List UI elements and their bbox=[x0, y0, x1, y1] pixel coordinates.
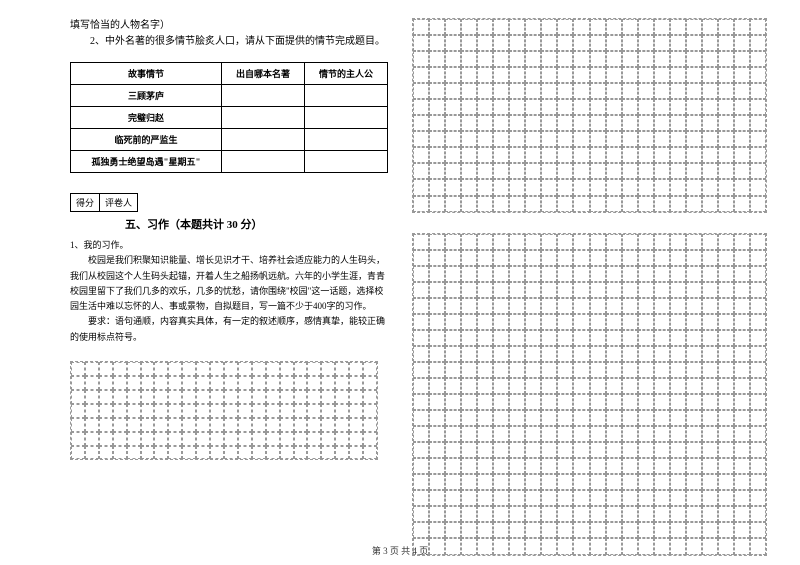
table-cell: 临死前的严监生 bbox=[71, 129, 222, 151]
intro-line-1: 填写恰当的人物名字） bbox=[70, 18, 388, 34]
section-5-para2: 要求：语句通顺，内容真实具体，有一定的叙述顺序，感情真挚，能较正确的使用标点符号… bbox=[70, 314, 388, 345]
table-row: 完璧归赵 bbox=[71, 107, 388, 129]
table-row: 孤独勇士绝望岛遇"星期五" bbox=[71, 151, 388, 173]
table-cell: 三顾茅庐 bbox=[71, 85, 222, 107]
table-header-row: 故事情节 出自哪本名著 情节的主人公 bbox=[71, 63, 388, 85]
table-header-3: 情节的主人公 bbox=[305, 63, 388, 85]
table-header-2: 出自哪本名著 bbox=[222, 63, 305, 85]
table-cell bbox=[305, 107, 388, 129]
score-box: 得分 评卷人 bbox=[70, 193, 388, 212]
table-cell bbox=[305, 129, 388, 151]
table-cell: 完璧归赵 bbox=[71, 107, 222, 129]
table-cell bbox=[305, 85, 388, 107]
section-5-item1: 1、我的习作。 bbox=[70, 238, 388, 253]
grader-label: 评卷人 bbox=[100, 193, 138, 212]
writing-grid-left bbox=[70, 361, 378, 460]
intro-line-2: 2、中外名著的很多情节脍炙人口，请从下面提供的情节完成题目。 bbox=[70, 34, 388, 50]
table-cell bbox=[222, 151, 305, 173]
table-cell bbox=[305, 151, 388, 173]
table-header-1: 故事情节 bbox=[71, 63, 222, 85]
table-cell bbox=[222, 107, 305, 129]
writing-grid-right-2 bbox=[412, 233, 767, 556]
table-cell bbox=[222, 85, 305, 107]
page-number: 第 3 页 共 4 页 bbox=[372, 544, 428, 557]
table-cell: 孤独勇士绝望岛遇"星期五" bbox=[71, 151, 222, 173]
section-5-para1: 校园是我们积聚知识能量、增长见识才干、培养社会适应能力的人生码头，我们从校园这个… bbox=[70, 253, 388, 314]
score-label: 得分 bbox=[70, 193, 100, 212]
writing-grid-right-1 bbox=[412, 18, 767, 213]
table-row: 临死前的严监生 bbox=[71, 129, 388, 151]
table-cell bbox=[222, 129, 305, 151]
section-5-title: 五、习作（本题共计 30 分） bbox=[70, 216, 388, 232]
story-table: 故事情节 出自哪本名著 情节的主人公 三顾茅庐 完璧归赵 临死前的严监生 孤独勇… bbox=[70, 62, 388, 173]
table-row: 三顾茅庐 bbox=[71, 85, 388, 107]
